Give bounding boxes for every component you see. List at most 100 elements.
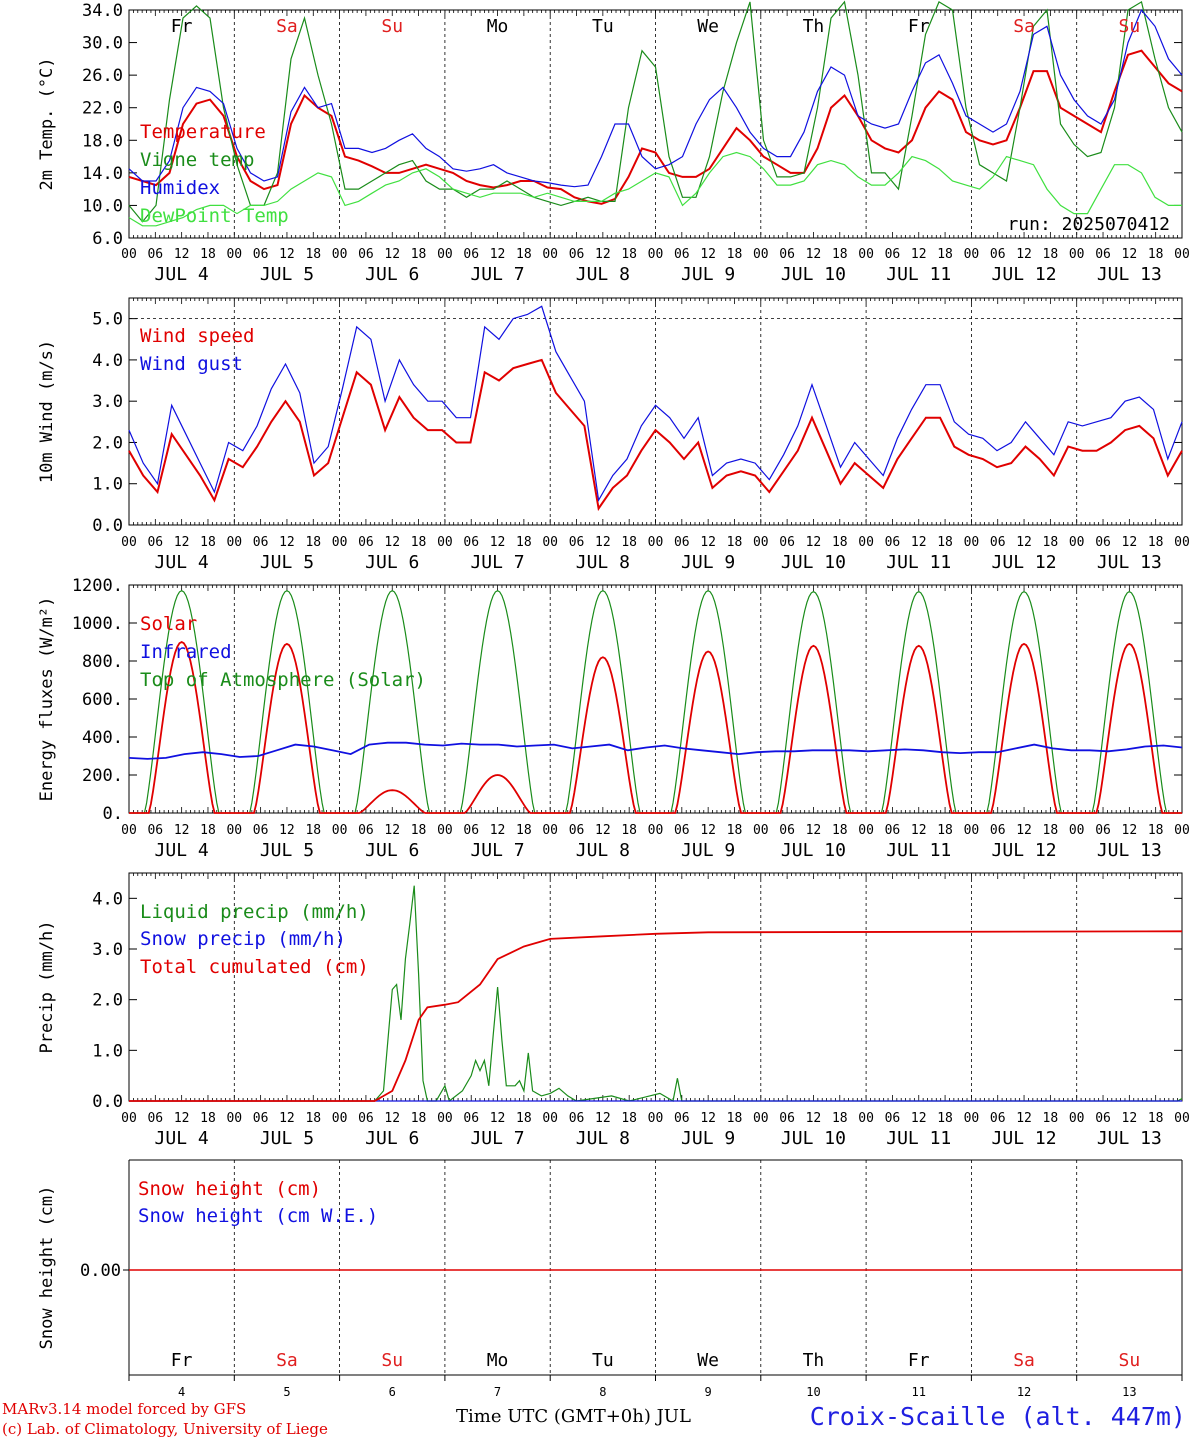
day-label: JUL 6 (365, 552, 419, 573)
hour-tick-label: 00 (753, 823, 769, 838)
run-label: run: 2025070412 (1007, 214, 1170, 235)
hour-tick-label: 00 (542, 535, 558, 550)
hour-tick-label: 06 (779, 1111, 795, 1126)
hour-tick-label: 06 (463, 247, 479, 262)
y-tick-label: 22.0 (82, 99, 123, 119)
day-label: JUL 7 (470, 1128, 524, 1149)
hour-tick-label: 00 (437, 247, 453, 262)
hour-tick-label: 12 (1016, 823, 1032, 838)
day-label: JUL 11 (886, 840, 951, 861)
day-label: JUL 8 (576, 1128, 630, 1149)
day-number-label: 12 (1017, 1385, 1031, 1399)
hour-tick-label: 00 (121, 823, 137, 838)
day-label: JUL 4 (155, 1128, 209, 1149)
hour-tick-label: 18 (411, 823, 427, 838)
weekday-label: We (697, 16, 719, 37)
day-label: JUL 8 (576, 552, 630, 573)
hour-tick-label: 00 (1069, 823, 1085, 838)
series-line-dewpoint-temp (128, 151, 1182, 227)
hour-tick-label: 12 (279, 247, 295, 262)
hour-tick-label: 12 (384, 247, 400, 262)
y-tick-label: 4.0 (92, 351, 123, 371)
hour-tick-label: 18 (832, 823, 848, 838)
day-number-label: 6 (389, 1385, 396, 1399)
hour-tick-label: 12 (911, 1111, 927, 1126)
hour-tick-label: 12 (1122, 247, 1138, 262)
series-line-infrared (128, 741, 1183, 760)
weekday-label: Fr (171, 16, 193, 37)
hour-tick-label: 18 (1148, 823, 1164, 838)
hour-tick-label: 12 (384, 1111, 400, 1126)
hour-tick-label: 12 (700, 1111, 716, 1126)
hour-tick-label: 00 (437, 823, 453, 838)
hour-tick-label: 12 (806, 535, 822, 550)
hour-tick-label: 06 (147, 1111, 163, 1126)
day-label: JUL 13 (1097, 840, 1162, 861)
hour-tick-label: 00 (1069, 535, 1085, 550)
day-number-label: 4 (178, 1385, 185, 1399)
hour-tick-label: 00 (964, 823, 980, 838)
day-label: JUL 13 (1097, 1128, 1162, 1149)
day-label: JUL 10 (781, 552, 846, 573)
hour-tick-label: 18 (200, 1111, 216, 1126)
hour-tick-label: 00 (226, 247, 242, 262)
y-axis-label: Precip (mm/h) (37, 920, 57, 1053)
hour-tick-label: 00 (121, 535, 137, 550)
hour-tick-label: 00 (121, 1111, 137, 1126)
hour-tick-label: 06 (885, 247, 901, 262)
hour-tick-label: 18 (621, 1111, 637, 1126)
y-tick-label: 1.0 (92, 1041, 123, 1061)
series-line-solar (129, 640, 1182, 814)
hour-tick-label: 18 (832, 247, 848, 262)
hour-tick-label: 12 (174, 247, 190, 262)
hour-tick-label: 00 (332, 1111, 348, 1126)
hour-tick-label: 12 (806, 823, 822, 838)
y-tick-label: 5.0 (92, 310, 123, 330)
hour-tick-label: 18 (937, 1111, 953, 1126)
day-label: JUL 4 (155, 552, 209, 573)
day-label: JUL 5 (260, 1128, 314, 1149)
hour-tick-label: 18 (1043, 823, 1059, 838)
y-tick-label: 34.0 (82, 1, 123, 21)
hour-tick-label: 18 (516, 823, 532, 838)
hour-tick-label: 06 (990, 1111, 1006, 1126)
hour-tick-label: 06 (674, 247, 690, 262)
y-axis-label: Snow height (cm) (37, 1186, 57, 1350)
hour-tick-label: 00 (858, 535, 874, 550)
day-label: JUL 4 (155, 264, 209, 285)
y-tick-label: 600. (82, 690, 123, 710)
weekday-label: Fr (908, 1350, 930, 1371)
weekday-label: Sa (1013, 16, 1035, 37)
legend-entry: Snow height (cm W.E.) (138, 1205, 378, 1227)
weekday-label: Th (803, 16, 825, 37)
y-tick-label: 1200. (72, 576, 123, 596)
y-tick-label: 4.0 (92, 889, 123, 909)
hour-tick-label: 12 (490, 1111, 506, 1126)
y-tick-label: 2.0 (92, 433, 123, 453)
station-label: Croix-Scaille (alt. 447m) (809, 1402, 1186, 1431)
hour-tick-label: 12 (700, 535, 716, 550)
weekday-label: Mo (487, 1350, 509, 1371)
day-label: JUL 5 (260, 264, 314, 285)
hour-tick-label: 06 (463, 823, 479, 838)
day-number-label: 9 (705, 1385, 712, 1399)
day-number-label: 8 (599, 1385, 606, 1399)
y-tick-label: 10.0 (82, 196, 123, 216)
legend-entry: Solar (140, 613, 197, 635)
y-tick-label: 1000. (72, 614, 123, 634)
hour-tick-label: 12 (1122, 823, 1138, 838)
hour-tick-label: 18 (1043, 535, 1059, 550)
day-label: JUL 11 (886, 552, 951, 573)
hour-tick-label: 00 (858, 1111, 874, 1126)
hour-tick-label: 18 (305, 1111, 321, 1126)
y-tick-label: 200. (82, 766, 123, 786)
day-number-label: 5 (283, 1385, 290, 1399)
hour-tick-label: 18 (305, 535, 321, 550)
hour-tick-label: 18 (727, 823, 743, 838)
hour-tick-label: 00 (648, 247, 664, 262)
hour-tick-label: 06 (569, 823, 585, 838)
y-tick-label: 0.0 (92, 516, 123, 536)
hour-tick-label: 06 (990, 247, 1006, 262)
hour-tick-label: 00 (648, 823, 664, 838)
y-tick-label: 800. (82, 652, 123, 672)
